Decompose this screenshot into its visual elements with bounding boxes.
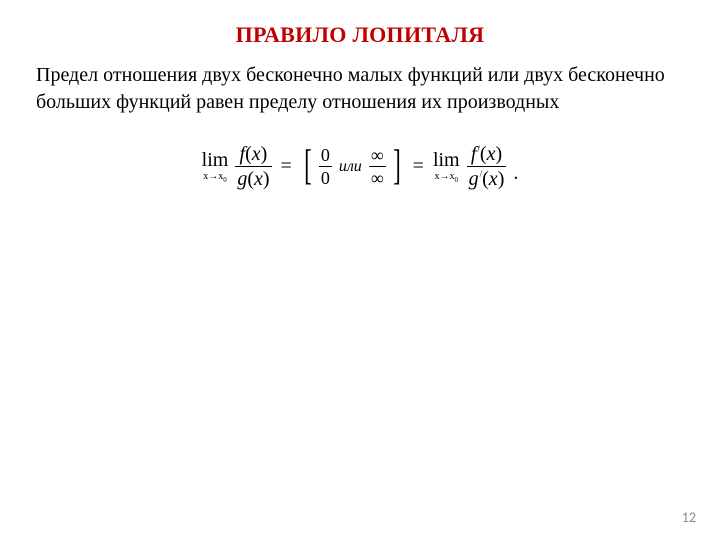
zero-over-zero: 0 0 <box>319 146 332 187</box>
fraction-fg: f(x) g(x) <box>235 144 271 189</box>
page-number: 12 <box>682 509 696 526</box>
left-bracket: [ <box>304 148 312 186</box>
limit-right: lim x→x0 <box>433 150 460 184</box>
or-word: или <box>336 158 365 176</box>
denominator-gprime: g/(x) <box>467 166 507 189</box>
lim-label: lim <box>202 150 229 170</box>
equals-2: = <box>411 155 426 178</box>
equals-1: = <box>279 155 294 178</box>
formula-container: lim x→x0 f(x) g(x) = [ 0 0 или ∞ <box>0 116 720 189</box>
numerator-fprime: f/(x) <box>469 144 504 166</box>
page-title: ПРАВИЛО ЛОПИТАЛЯ <box>0 0 720 48</box>
fraction-derivatives: f/(x) g/(x) <box>467 144 507 189</box>
body-paragraph: Предел отношения двух бесконечно малых ф… <box>0 48 720 116</box>
period: . <box>513 162 518 185</box>
lim-subscript: x→x0 <box>203 172 227 184</box>
inf-over-inf: ∞ ∞ <box>369 146 386 187</box>
right-bracket: ] <box>393 148 401 186</box>
lhopital-formula: lim x→x0 f(x) g(x) = [ 0 0 или ∞ <box>202 144 519 189</box>
indeterminate-bracket: [ 0 0 или ∞ ∞ ] <box>301 146 404 187</box>
denominator-g: g(x) <box>235 166 271 189</box>
limit-left: lim x→x0 <box>202 150 229 184</box>
numerator-f: f(x) <box>238 144 270 166</box>
